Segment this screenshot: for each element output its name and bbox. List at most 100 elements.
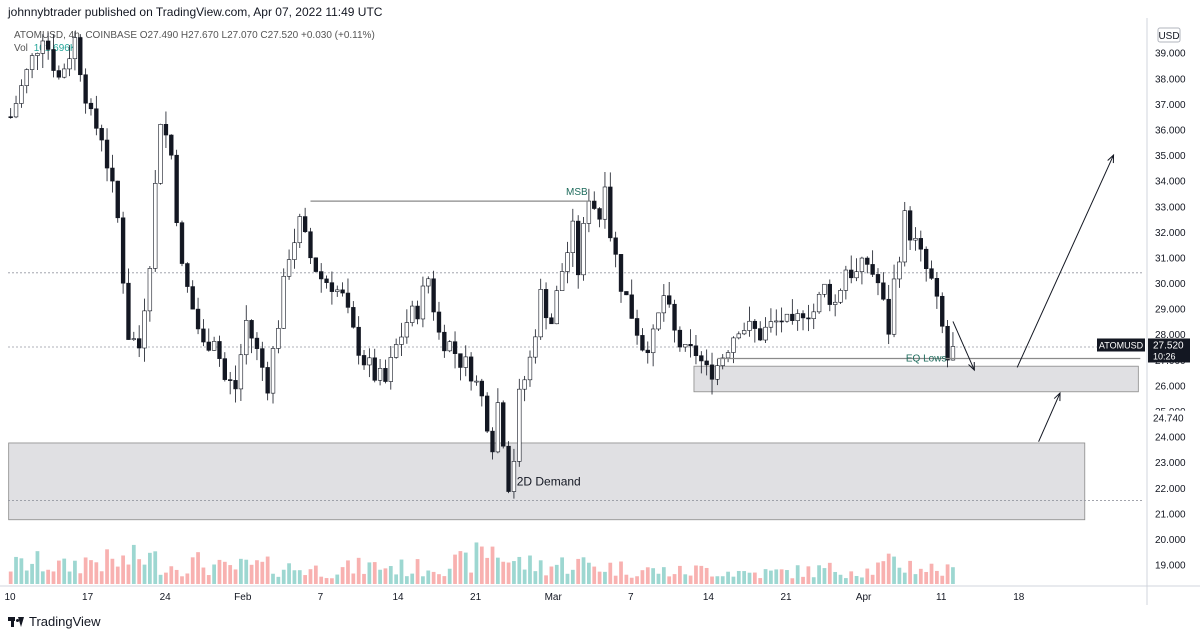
volume-bar [24, 570, 29, 584]
volume-bar [731, 576, 736, 584]
candle-body [324, 278, 329, 283]
symbol-price-tag[interactable] [1097, 338, 1145, 352]
candle-body [24, 69, 29, 86]
candle-body [592, 200, 597, 209]
volume-bar [779, 569, 784, 584]
candle-body [265, 367, 270, 394]
candle-body [67, 58, 72, 70]
demand-zone[interactable] [693, 365, 1139, 393]
projection-arrow[interactable] [1016, 154, 1115, 368]
candle-body [843, 269, 849, 291]
volume-bar [351, 573, 356, 584]
candle-body [736, 333, 741, 339]
volume-bar [378, 569, 382, 584]
x-tick-label: 11 [936, 592, 947, 603]
volume-bar [587, 562, 591, 584]
candle-body [270, 348, 276, 394]
volume-bar [121, 555, 125, 584]
tradingview-branding[interactable]: TradingView [8, 614, 101, 629]
zone-label: 2D Demand [517, 474, 581, 488]
candle-body [795, 313, 800, 321]
candle-body [517, 388, 522, 462]
volume-bar [372, 562, 377, 584]
candle-body [490, 430, 495, 453]
volume-bar [164, 572, 168, 584]
candle-body [13, 103, 19, 118]
demand-zone[interactable] [8, 442, 1086, 521]
last-price-tag[interactable] [1148, 338, 1190, 363]
projection-arrow[interactable] [952, 321, 975, 371]
volume-bar [512, 561, 516, 584]
y-tick-label: 35.000 [1155, 151, 1186, 162]
candle-body [228, 379, 233, 381]
candle-body [565, 252, 570, 272]
volume-bar [902, 572, 907, 584]
volume-bar [324, 578, 329, 584]
volume-bar [833, 571, 838, 584]
volume-bar [421, 576, 425, 584]
volume-bar [854, 575, 859, 584]
volume-bar [437, 574, 441, 584]
volume-bar [549, 566, 554, 584]
volume-bar [105, 549, 109, 584]
y-tick-label: 36.000 [1155, 125, 1186, 136]
volume-bar [447, 568, 452, 584]
volume-bar [383, 568, 388, 584]
volume-bar [528, 555, 532, 584]
candle-body [329, 282, 335, 292]
candle-body [597, 208, 602, 220]
candle-body [297, 216, 302, 244]
symbol-name[interactable]: ATOMUSD, 4h, COINBASE [14, 30, 137, 41]
volume-bar [217, 559, 222, 584]
candle-body [779, 320, 784, 323]
volume-bar [308, 569, 313, 584]
candle-body [463, 356, 468, 368]
candle-body [479, 380, 484, 397]
volume-bar [560, 557, 564, 584]
candle-body [431, 278, 436, 313]
y-tick-label: 33.000 [1155, 202, 1186, 213]
arrow-head-icon [968, 362, 975, 372]
volume-bar [870, 574, 875, 584]
projection-arrow[interactable] [1038, 392, 1061, 442]
candle-body [474, 380, 479, 383]
candle-body [934, 278, 940, 297]
volume-bar [244, 559, 249, 584]
x-tick-label: 21 [470, 592, 482, 603]
currency-box[interactable] [1157, 27, 1181, 43]
candle-body [559, 271, 565, 291]
candle-body [249, 320, 254, 339]
currency-label[interactable]: USD [1158, 31, 1179, 42]
volume-bar [886, 553, 891, 584]
volume-bar [196, 552, 200, 584]
candle-body [634, 318, 640, 336]
candle-body [602, 186, 608, 220]
candle-body [361, 355, 367, 366]
candle-body [377, 368, 383, 381]
x-tick-label: 10 [4, 592, 16, 603]
candle-body [897, 261, 902, 280]
candle-body [527, 356, 533, 381]
volume-bar [672, 574, 677, 584]
volume-bar [774, 569, 779, 584]
candle-body [286, 259, 292, 277]
volume-bar [190, 557, 195, 584]
volume-bar [495, 557, 500, 584]
x-tick-label: 14 [392, 592, 404, 603]
volume-bar [881, 561, 886, 584]
candle-body [458, 353, 463, 368]
volume-bar [335, 574, 340, 584]
candle-body [902, 210, 907, 263]
candle-body [484, 395, 490, 432]
candle-body [506, 445, 511, 492]
candle-body [110, 167, 115, 182]
volume-bar [51, 571, 56, 584]
candle-body [683, 344, 688, 348]
candle-body [849, 269, 854, 279]
volume-bar [554, 564, 559, 584]
volume-bar [918, 568, 923, 584]
volume-bar [233, 569, 238, 584]
volume-bar [206, 575, 211, 584]
volume-bar [742, 571, 747, 584]
